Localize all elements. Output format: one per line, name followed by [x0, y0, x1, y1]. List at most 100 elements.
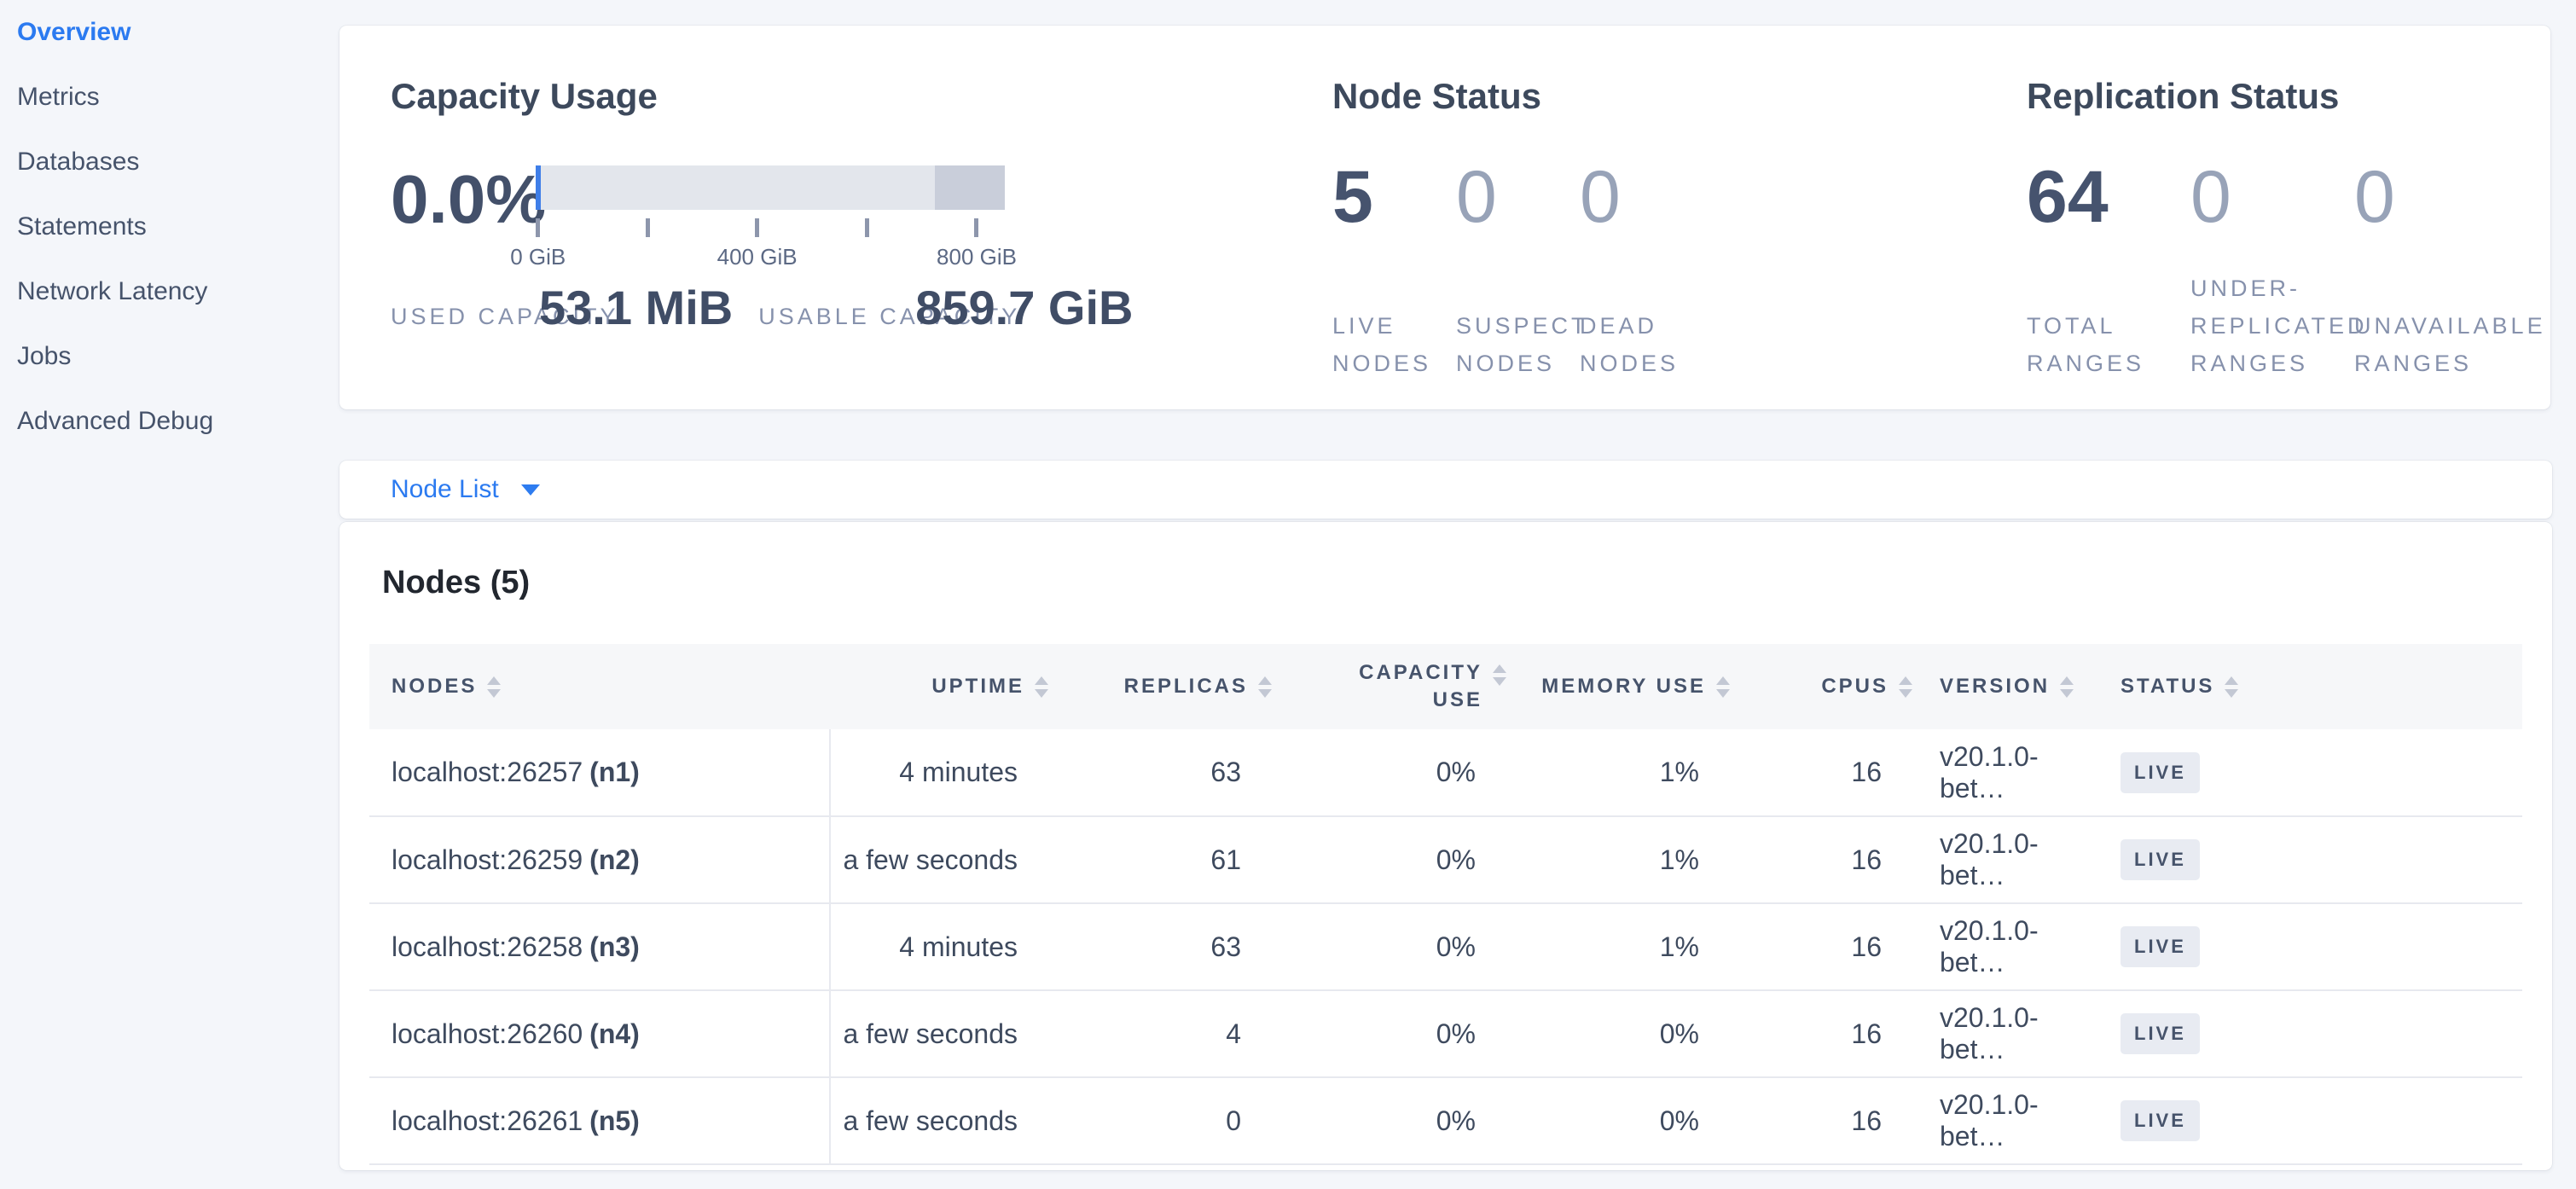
table-row-n1[interactable]: localhost:26257 (n1) 4 minutes 63 0% 1% 1… — [369, 729, 2522, 816]
column-header-nodes[interactable]: NODES — [369, 644, 830, 729]
axis-label-400gib: 400 GiB — [717, 244, 798, 270]
sidebar-item-statements[interactable]: Statements — [17, 212, 147, 241]
capacity-cell: 0% — [1436, 1018, 1476, 1049]
node-address-cell[interactable]: localhost:26260 (n4) — [369, 990, 831, 1077]
sort-icon — [2060, 676, 2074, 698]
memory-cell: 1% — [1659, 931, 1699, 962]
usable-capacity-label: USABLE CAPACITY — [758, 304, 1021, 329]
sort-icon — [1493, 664, 1506, 686]
sidebar-item-overview[interactable]: Overview — [17, 18, 131, 46]
spacer-cell — [2286, 990, 2522, 1077]
node-address-cell[interactable]: localhost:26261 (n5) — [369, 1077, 831, 1164]
cpus-cell: 16 — [1851, 931, 1882, 962]
unavailable-ranges-label: UNAVAILABLE RANGES — [2354, 313, 2546, 376]
unavailable-ranges-value: 0 — [2354, 156, 2395, 238]
suspect-nodes-label: SUSPECT NODES — [1456, 313, 1589, 376]
node-address-cell[interactable]: localhost:26259 (n2) — [369, 816, 831, 903]
replicas-cell: 63 — [1210, 757, 1241, 787]
node-address-cell[interactable]: localhost:26257 (n1) — [369, 729, 831, 816]
capacity-bar-used-marker — [536, 165, 541, 210]
table-row-n3[interactable]: localhost:26258 (n3) 4 minutes 63 0% 1% 1… — [369, 903, 2522, 990]
axis-tick — [974, 218, 979, 237]
sidebar-item-metrics[interactable]: Metrics — [17, 83, 100, 111]
version-cell: v20.1.0-bet… — [1940, 915, 2039, 977]
sidebar-item-jobs[interactable]: Jobs — [17, 342, 72, 370]
usable-capacity-value: 859.7 GiB — [915, 281, 1134, 334]
status-badge: LIVE — [2121, 839, 2200, 880]
sort-icon — [1258, 676, 1272, 698]
capacity-cell: 0% — [1436, 931, 1476, 962]
live-nodes-value: 5 — [1332, 156, 1373, 238]
capacity-bar — [536, 165, 1005, 210]
table-row-n4[interactable]: localhost:26260 (n4) a few seconds 4 0% 0… — [369, 990, 2522, 1077]
status-badge: LIVE — [2121, 1013, 2200, 1054]
dead-nodes-value: 0 — [1580, 156, 1621, 238]
uptime-cell: a few seconds — [843, 1018, 1018, 1049]
under-replicated-value: 0 — [2190, 156, 2231, 238]
column-header-cpus[interactable]: CPUS — [1735, 644, 1917, 729]
sidebar-item-databases[interactable]: Databases — [17, 148, 140, 176]
memory-cell: 1% — [1659, 757, 1699, 787]
replicas-cell: 0 — [1226, 1105, 1241, 1136]
status-cell: LIVE — [2098, 990, 2286, 1077]
axis-tick — [645, 218, 650, 237]
column-header-uptime[interactable]: UPTIME — [830, 644, 1053, 729]
dead-nodes-stat: 0 DEAD NODES — [1580, 159, 1703, 382]
axis-tick — [864, 218, 869, 237]
total-ranges-label: TOTAL RANGES — [2027, 313, 2145, 376]
sidebar-item-network-latency[interactable]: Network Latency — [17, 277, 208, 305]
replicas-cell: 4 — [1226, 1018, 1241, 1049]
sort-icon — [487, 676, 502, 698]
cpus-cell: 16 — [1851, 757, 1882, 787]
replication-status-title: Replication Status — [2027, 76, 2340, 116]
sidebar-item-advanced-debug[interactable]: Advanced Debug — [17, 407, 214, 435]
table-row-n2[interactable]: localhost:26259 (n2) a few seconds 61 0% … — [369, 816, 2522, 903]
column-header-replicas[interactable]: REPLICAS — [1053, 644, 1277, 729]
uptime-cell: 4 minutes — [899, 757, 1018, 787]
memory-cell: 1% — [1659, 844, 1699, 875]
column-header-version[interactable]: VERSION — [1917, 644, 2098, 729]
status-badge: LIVE — [2121, 1100, 2200, 1141]
cpus-cell: 16 — [1851, 1105, 1882, 1136]
axis-label-800gib: 800 GiB — [937, 244, 1017, 270]
memory-cell: 0% — [1659, 1018, 1699, 1049]
capacity-cell: 0% — [1436, 757, 1476, 787]
sort-icon — [1716, 676, 1730, 698]
used-capacity-label: USED CAPACITY — [391, 304, 619, 329]
column-header-spacer — [2286, 644, 2522, 729]
spacer-cell — [2286, 729, 2522, 816]
total-ranges-stat: 64 TOTAL RANGES — [2027, 159, 2190, 382]
spacer-cell — [2286, 903, 2522, 990]
live-nodes-label: LIVE NODES — [1332, 313, 1432, 376]
sort-icon — [1899, 676, 1912, 698]
column-header-memory-use[interactable]: MEMORY USE — [1511, 644, 1735, 729]
node-address-cell[interactable]: localhost:26258 (n3) — [369, 903, 831, 990]
spacer-cell — [2286, 1077, 2522, 1164]
replicas-cell: 61 — [1210, 844, 1241, 875]
column-header-status[interactable]: STATUS — [2098, 644, 2286, 729]
table-row-n5[interactable]: localhost:26261 (n5) a few seconds 0 0% 0… — [369, 1077, 2522, 1164]
unavailable-ranges-stat: 0 UNAVAILABLE RANGES — [2354, 159, 2559, 382]
nodes-section-title: Nodes (5) — [382, 565, 531, 600]
node-status-panel: Node Status 5 LIVE NODES 0 SUSPECT NODES… — [1332, 26, 1703, 382]
capacity-cell: 0% — [1436, 844, 1476, 875]
view-selector-bar: Node List — [339, 461, 2552, 519]
uptime-cell: a few seconds — [843, 1105, 1018, 1136]
capacity-cell: 0% — [1436, 1105, 1476, 1136]
status-badge: LIVE — [2121, 926, 2200, 967]
sort-icon — [2225, 676, 2239, 698]
used-capacity-value: 53.1 MiB — [539, 281, 734, 334]
replication-status-panel: Replication Status 64 TOTAL RANGES 0 UND… — [2027, 26, 2559, 382]
status-cell: LIVE — [2098, 729, 2286, 816]
capacity-usage-title: Capacity Usage — [391, 76, 658, 116]
status-cell: LIVE — [2098, 903, 2286, 990]
suspect-nodes-value: 0 — [1456, 156, 1497, 238]
memory-cell: 0% — [1659, 1105, 1699, 1136]
status-badge: LIVE — [2121, 751, 2200, 793]
node-list-dropdown[interactable]: Node List — [391, 475, 540, 504]
axis-tick — [754, 218, 759, 237]
column-header-capacity-use[interactable]: CAPACITY USE — [1277, 644, 1511, 729]
axis-label-0gib: 0 GiB — [510, 244, 566, 270]
version-cell: v20.1.0-bet… — [1940, 1002, 2039, 1064]
